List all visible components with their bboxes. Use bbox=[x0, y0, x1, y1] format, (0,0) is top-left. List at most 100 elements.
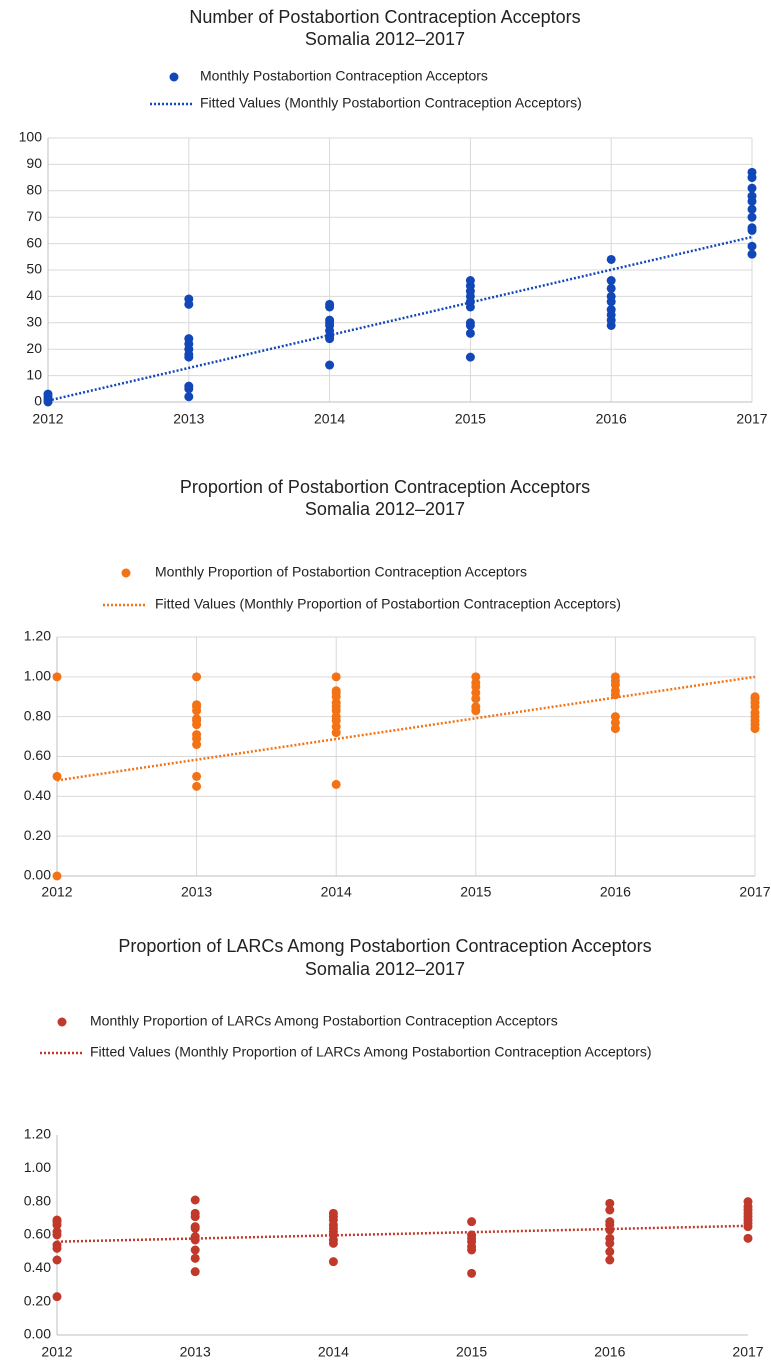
x-tick-label: 2013 bbox=[173, 411, 204, 427]
x-tick-label: 2017 bbox=[736, 411, 767, 427]
point bbox=[52, 771, 62, 781]
x-tick-label: 2012 bbox=[32, 411, 63, 427]
y-tick-label: 0.20 bbox=[24, 827, 51, 843]
x-tick-label: 2012 bbox=[41, 884, 72, 900]
point bbox=[325, 360, 335, 370]
y-tick-label: 30 bbox=[26, 314, 42, 330]
y-tick-label: 20 bbox=[26, 340, 42, 356]
point bbox=[184, 334, 194, 344]
point bbox=[465, 318, 475, 328]
point bbox=[52, 1240, 62, 1250]
point bbox=[190, 1253, 200, 1263]
chart-subtitle: Somalia 2012–2017 bbox=[305, 959, 465, 979]
point bbox=[606, 305, 616, 315]
point bbox=[605, 1198, 615, 1208]
point bbox=[606, 291, 616, 301]
point bbox=[190, 1267, 200, 1277]
point bbox=[743, 1197, 753, 1207]
point bbox=[747, 241, 757, 251]
point bbox=[52, 1215, 62, 1225]
x-tick-label: 2013 bbox=[180, 1344, 211, 1360]
point bbox=[605, 1255, 615, 1265]
point bbox=[331, 672, 341, 682]
y-tick-label: 50 bbox=[26, 261, 42, 277]
point bbox=[465, 352, 475, 362]
point bbox=[52, 1292, 62, 1302]
legend-marker bbox=[57, 1017, 67, 1027]
x-tick-label: 2016 bbox=[600, 884, 631, 900]
point bbox=[192, 771, 202, 781]
point bbox=[184, 392, 194, 402]
y-tick-label: 90 bbox=[26, 155, 42, 171]
legend-label: Fitted Values (Monthly Postabortion Cont… bbox=[200, 95, 582, 111]
point bbox=[610, 712, 620, 722]
point bbox=[190, 1195, 200, 1205]
chart-title: Proportion of Postabortion Contraception… bbox=[180, 477, 590, 497]
y-tick-label: 1.20 bbox=[24, 1126, 51, 1142]
y-tick-label: 1.20 bbox=[24, 628, 51, 644]
point bbox=[467, 1217, 477, 1227]
y-tick-label: 10 bbox=[26, 366, 42, 382]
y-tick-label: 0.00 bbox=[24, 1326, 51, 1342]
y-tick-label: 60 bbox=[26, 234, 42, 250]
point bbox=[606, 276, 616, 286]
point bbox=[43, 389, 53, 399]
point bbox=[743, 1233, 753, 1243]
y-tick-label: 0.60 bbox=[24, 747, 51, 763]
x-tick-label: 2012 bbox=[41, 1344, 72, 1360]
point bbox=[606, 283, 616, 293]
point bbox=[606, 254, 616, 264]
x-tick-label: 2015 bbox=[460, 884, 491, 900]
chart-subtitle: Somalia 2012–2017 bbox=[305, 499, 465, 519]
legend-label: Monthly Proportion of Postabortion Contr… bbox=[155, 564, 527, 580]
y-tick-label: 0.40 bbox=[24, 1259, 51, 1275]
point bbox=[52, 672, 62, 682]
point bbox=[184, 294, 194, 304]
x-tick-label: 2014 bbox=[318, 1344, 349, 1360]
y-tick-label: 80 bbox=[26, 182, 42, 198]
legend-label: Fitted Values (Monthly Proportion of LAR… bbox=[90, 1044, 652, 1060]
y-tick-label: 0.80 bbox=[24, 1192, 51, 1208]
point bbox=[605, 1205, 615, 1215]
x-tick-label: 2014 bbox=[321, 884, 352, 900]
point bbox=[184, 381, 194, 391]
point bbox=[747, 204, 757, 214]
point bbox=[328, 1257, 338, 1267]
point bbox=[471, 702, 481, 712]
point bbox=[747, 191, 757, 201]
y-tick-label: 1.00 bbox=[24, 668, 51, 684]
point bbox=[192, 781, 202, 791]
point bbox=[747, 249, 757, 259]
x-tick-label: 2014 bbox=[314, 411, 345, 427]
fitted-line bbox=[47, 235, 753, 402]
point bbox=[747, 183, 757, 193]
legend-marker bbox=[169, 72, 179, 82]
y-tick-label: 0 bbox=[34, 393, 42, 409]
x-tick-label: 2016 bbox=[596, 411, 627, 427]
y-tick-label: 70 bbox=[26, 208, 42, 224]
point bbox=[190, 1222, 200, 1232]
point bbox=[605, 1247, 615, 1257]
legend-label: Fitted Values (Monthly Proportion of Pos… bbox=[155, 596, 621, 612]
chart-subtitle: Somalia 2012–2017 bbox=[305, 29, 465, 49]
x-tick-label: 2017 bbox=[732, 1344, 763, 1360]
point bbox=[467, 1268, 477, 1278]
y-tick-label: 0.60 bbox=[24, 1226, 51, 1242]
point bbox=[190, 1232, 200, 1242]
y-tick-label: 0.40 bbox=[24, 787, 51, 803]
point bbox=[471, 672, 481, 682]
legend-label: Monthly Postabortion Contraception Accep… bbox=[200, 68, 488, 84]
point bbox=[328, 1208, 338, 1218]
point bbox=[192, 730, 202, 740]
point bbox=[190, 1208, 200, 1218]
point bbox=[331, 779, 341, 789]
point bbox=[192, 714, 202, 724]
point bbox=[192, 672, 202, 682]
point bbox=[190, 1245, 200, 1255]
x-tick-label: 2017 bbox=[739, 884, 770, 900]
point bbox=[605, 1217, 615, 1227]
point bbox=[325, 315, 335, 325]
point bbox=[52, 871, 62, 881]
y-tick-label: 40 bbox=[26, 287, 42, 303]
point bbox=[747, 212, 757, 222]
